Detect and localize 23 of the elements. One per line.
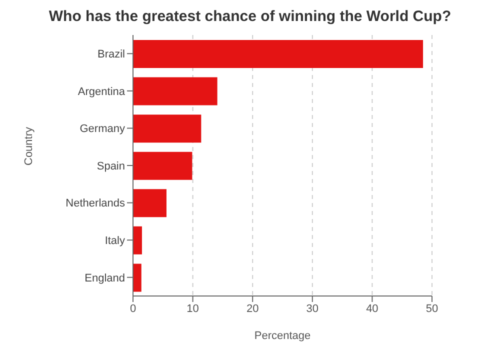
y-tick-label: Spain — [96, 160, 125, 172]
bar — [133, 77, 218, 106]
x-tick-label: 30 — [306, 302, 319, 315]
bar — [133, 40, 424, 68]
x-tick-label: 0 — [130, 302, 136, 315]
y-axis-title: Country — [22, 126, 35, 166]
y-tick-label: Germany — [80, 123, 126, 136]
y-tick-label: England — [84, 272, 125, 284]
y-tick-label: Argentina — [78, 86, 126, 98]
x-axis-title: Percentage — [254, 330, 311, 342]
x-tick-label: 10 — [186, 302, 199, 315]
bar — [133, 152, 192, 180]
bar — [133, 264, 142, 292]
y-tick-label: Netherlands — [66, 198, 126, 210]
bar — [133, 189, 166, 218]
y-tick-label: Brazil — [97, 48, 125, 61]
y-tick-label: Italy — [104, 234, 126, 247]
chart-title: Who has the greatest chance of winning the World Cup? — [48, 8, 452, 25]
x-tick-label: 40 — [366, 302, 378, 315]
bar — [133, 114, 202, 143]
x-tick-label: 20 — [246, 302, 259, 315]
bar — [133, 226, 142, 254]
x-tick-label: 50 — [426, 302, 438, 315]
